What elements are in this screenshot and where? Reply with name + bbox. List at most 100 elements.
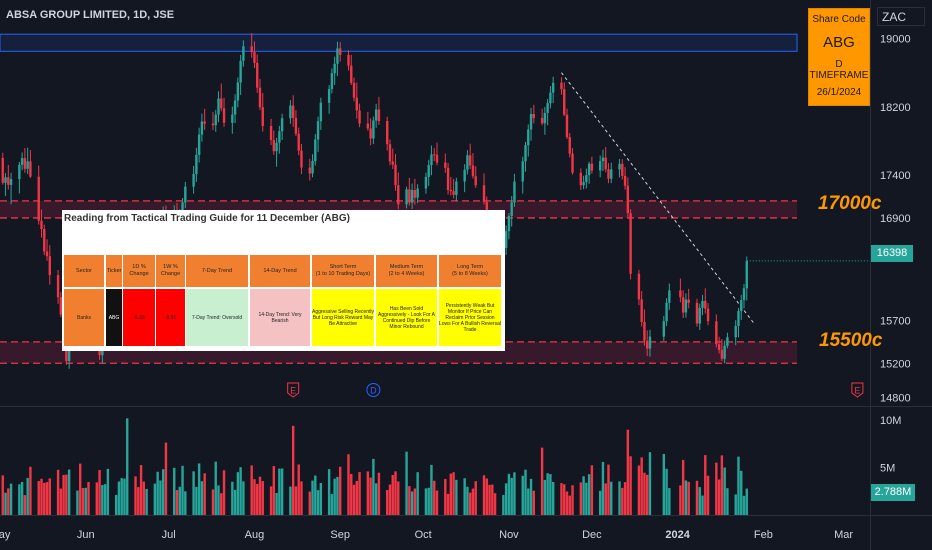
volume-bar [352,484,356,515]
volume-bar [388,484,392,515]
volume-bar [435,490,439,515]
candle-body [192,174,195,187]
volume-bar [513,472,516,515]
candle-body [300,150,303,168]
volume-bar [532,490,536,515]
volume-bar [156,471,159,515]
candle-body [253,52,256,63]
volume-bar [231,481,234,515]
volume-bar [87,481,90,515]
candle-body [563,89,566,115]
candle-body [369,128,372,139]
panel-data-cell: Persistently Weak But Monitor If Price C… [439,289,501,346]
earnings-marker [287,382,300,398]
volume-bar [9,483,13,515]
candle-body [452,191,455,195]
candle-body [197,134,201,155]
candle-body [242,46,245,61]
volume-bar [347,454,350,515]
volume-bar [253,479,256,515]
volume-bar [687,481,690,515]
volume-bar [471,488,475,515]
candle-body [551,82,555,93]
volume-bar [485,478,488,515]
time-tick-label: Jun [77,529,95,541]
level-label-15500: 15500c [819,330,883,351]
candle-body [195,154,198,175]
candle-body [701,300,704,308]
candle-body [311,161,314,174]
candle-body [734,325,737,338]
volume-bar [601,461,605,515]
panel-header-cell: Short Term (1 to 10 Trading Days) [312,255,374,287]
time-tick-label: Dec [582,529,602,541]
panel-header-cell: Ticker [106,255,122,287]
candle-body [571,153,574,173]
volume-bar [491,484,494,515]
candle-body [546,103,549,113]
panel-data-cell: Banks [64,289,104,346]
candle-body [745,260,748,289]
volume-bar [142,481,146,515]
candle-body [410,190,414,203]
volume-bar [217,485,220,515]
volume-bar [29,466,32,515]
candle-body [648,336,652,349]
volume-bar [48,478,51,515]
candle-body [372,120,375,139]
volume-bar [717,479,721,515]
volume-bar [4,492,7,515]
volume-bar [681,459,685,515]
time-tick-label: Oct [415,529,432,541]
candle-body [48,256,51,276]
panel-title: Reading from Tactical Trading Guide for … [64,213,350,224]
candle-body [43,228,46,252]
volume-bar [67,469,71,515]
volume-bar [433,480,436,515]
panel-header-cell: 14-Day Trend [250,255,310,287]
candle-body [471,165,475,177]
volume-bar [715,462,718,515]
volume-bar [289,486,292,515]
volume-bar [120,478,123,515]
candle-body [394,164,397,186]
volume-bar [565,491,569,515]
candle-body [233,100,237,115]
volume-bar [98,469,101,515]
volume-bar [560,483,563,515]
volume-bar [45,482,49,515]
candle-body [214,114,217,126]
candle-body [704,300,707,309]
volume-bar [468,492,472,515]
volume-bar [319,482,323,515]
candle-body [687,299,690,303]
volume-bar [200,481,204,515]
volume-bar [598,490,602,515]
volume-bar [145,488,148,515]
volume-bar [504,483,508,515]
candle-body [7,177,10,185]
volume-bar [482,475,486,515]
candle-body [388,144,392,162]
volume-bar [430,464,433,515]
candle-body [524,145,527,162]
volume-bar [79,463,82,515]
volume-bar [488,484,491,515]
volume-bar [679,485,682,515]
volume-bar [527,488,530,515]
volume-bar [745,488,748,515]
candle-body [200,121,204,135]
volume-bar [618,481,621,515]
currency-selector[interactable]: ZAC [877,7,925,26]
candle-body [272,140,276,152]
candle-body [18,164,21,180]
panel-data-cell: 14-Day Trend: Very Bearish [250,289,310,346]
candle-body [504,231,508,249]
time-tick-label: Mar [834,529,853,541]
volume-bar [43,482,46,515]
volume-bar [695,480,699,515]
candle-body [203,121,206,124]
volume-bar [280,468,284,515]
candle-body [294,117,298,134]
